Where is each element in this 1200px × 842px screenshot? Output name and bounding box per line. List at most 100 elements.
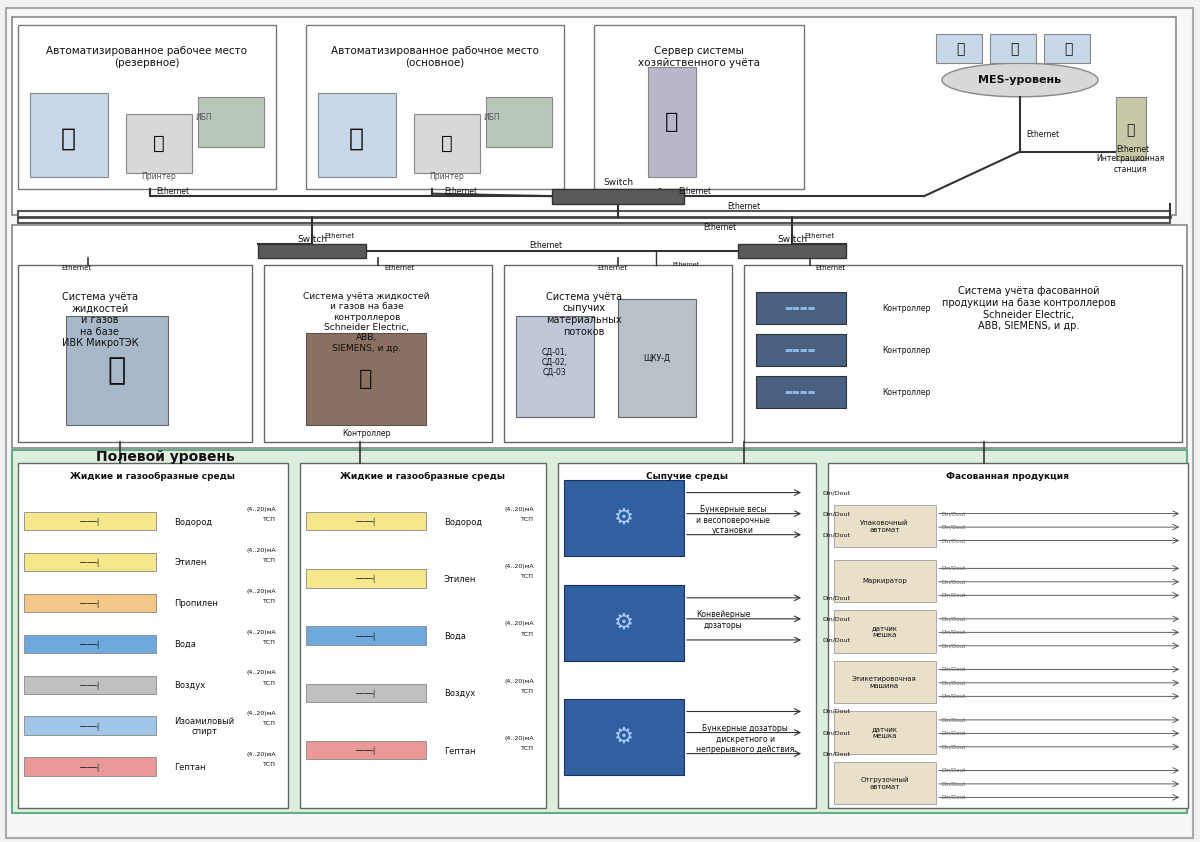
Text: Ethernet: Ethernet [727, 202, 761, 210]
Text: Маркиратор: Маркиратор [862, 578, 907, 584]
FancyBboxPatch shape [12, 450, 1187, 813]
Text: Din/Dout: Din/Dout [942, 525, 966, 530]
Text: Din/Dout: Din/Dout [942, 579, 966, 584]
Text: Din/Dout: Din/Dout [822, 730, 850, 735]
FancyBboxPatch shape [126, 114, 192, 173]
FancyBboxPatch shape [24, 594, 156, 612]
Text: ТСП: ТСП [263, 762, 276, 767]
FancyBboxPatch shape [564, 480, 684, 556]
Text: ────┤: ────┤ [79, 518, 101, 526]
Text: Ethernet: Ethernet [1026, 131, 1060, 139]
Text: ТСП: ТСП [263, 680, 276, 685]
Text: Din/Dout: Din/Dout [942, 744, 966, 749]
Text: Автоматизированное рабочное место
(основное): Автоматизированное рабочное место (основ… [331, 46, 539, 68]
Text: ────┤: ────┤ [355, 690, 377, 698]
FancyBboxPatch shape [738, 244, 846, 258]
Text: (4..20)мА: (4..20)мА [504, 621, 534, 626]
Text: ТСП: ТСП [263, 599, 276, 604]
Text: Принтер: Принтер [430, 173, 463, 181]
Text: Этикетировочная
машина: Этикетировочная машина [852, 675, 917, 689]
Text: (4..20)мА: (4..20)мА [246, 507, 276, 512]
FancyBboxPatch shape [66, 316, 168, 425]
Text: СД-01,
СД-02,
СД-03: СД-01, СД-02, СД-03 [541, 347, 568, 377]
Text: Упаковочный
автомат: Упаковочный автомат [860, 520, 908, 533]
Text: Этилен: Этилен [444, 575, 476, 584]
FancyBboxPatch shape [834, 762, 936, 804]
Text: Принтер: Принтер [142, 173, 175, 181]
Text: Вода: Вода [174, 640, 196, 649]
Text: Фасованная продукция: Фасованная продукция [947, 472, 1069, 481]
FancyBboxPatch shape [744, 265, 1182, 442]
Text: ────┤: ────┤ [355, 632, 377, 641]
Text: Этилен: Этилен [174, 558, 206, 568]
Text: ────┤: ────┤ [355, 518, 377, 526]
Text: 📟: 📟 [1127, 124, 1134, 137]
FancyBboxPatch shape [24, 512, 156, 530]
Text: Система учёта
жидкостей
и газов
на базе
ИВК МикроТЭК: Система учёта жидкостей и газов на базе … [61, 292, 138, 348]
Text: Din/Dout: Din/Dout [942, 593, 966, 598]
FancyBboxPatch shape [12, 17, 1176, 215]
Text: ────┤: ────┤ [79, 641, 101, 649]
Text: Водород: Водород [444, 518, 482, 526]
FancyBboxPatch shape [6, 8, 1193, 838]
Text: ТСП: ТСП [263, 722, 276, 727]
Text: Бункерные дозаторы
дискретного и
непрерывного действия: Бункерные дозаторы дискретного и непреры… [696, 724, 794, 754]
FancyBboxPatch shape [618, 299, 696, 417]
Text: Din/Dout: Din/Dout [942, 511, 966, 516]
Text: Din/Dout: Din/Dout [942, 781, 966, 786]
Text: Ethernet: Ethernet [444, 188, 478, 196]
FancyBboxPatch shape [756, 334, 846, 366]
FancyBboxPatch shape [834, 560, 936, 602]
Text: (4..20)мА: (4..20)мА [246, 711, 276, 717]
Text: Ethernet: Ethernet [804, 232, 834, 239]
Text: Din/Dout: Din/Dout [942, 566, 966, 571]
Text: (4..20)мА: (4..20)мА [246, 630, 276, 635]
Text: (4..20)мА: (4..20)мА [504, 679, 534, 684]
Text: Ethernet: Ethernet [596, 264, 628, 271]
Text: 🖥: 🖥 [61, 127, 76, 151]
Text: ТСП: ТСП [521, 746, 534, 751]
FancyBboxPatch shape [24, 635, 156, 653]
Text: ИБП: ИБП [484, 114, 500, 122]
Text: Гептан: Гептан [174, 763, 205, 772]
Text: Интеграционная
станция: Интеграционная станция [1097, 154, 1164, 174]
Text: ТСП: ТСП [263, 640, 276, 645]
FancyBboxPatch shape [834, 661, 936, 703]
FancyBboxPatch shape [306, 626, 426, 645]
FancyBboxPatch shape [306, 25, 564, 189]
Ellipse shape [942, 63, 1098, 97]
Text: 📦: 📦 [107, 356, 126, 385]
Text: ТСП: ТСП [521, 517, 534, 522]
Text: ────┤: ────┤ [79, 559, 101, 568]
Text: ────┤: ────┤ [355, 575, 377, 584]
FancyBboxPatch shape [990, 34, 1036, 63]
Text: 🖥: 🖥 [1064, 42, 1072, 56]
FancyBboxPatch shape [414, 114, 480, 173]
Text: ТСП: ТСП [263, 558, 276, 563]
Text: Сыпучие среды: Сыпучие среды [646, 472, 728, 481]
Text: Din/Dout: Din/Dout [942, 630, 966, 635]
FancyBboxPatch shape [198, 97, 264, 147]
FancyBboxPatch shape [18, 25, 276, 189]
Text: Контроллер: Контроллер [882, 346, 930, 354]
Text: Полевой уровень: Полевой уровень [96, 450, 235, 464]
Text: Din/Dout: Din/Dout [822, 637, 850, 642]
Text: ⚙: ⚙ [614, 613, 634, 633]
FancyBboxPatch shape [1116, 97, 1146, 160]
FancyBboxPatch shape [564, 699, 684, 775]
Text: Система учёта
сыпучих
материальных
потоков: Система учёта сыпучих материальных поток… [546, 292, 622, 337]
Text: Din/Dout: Din/Dout [942, 694, 966, 699]
FancyBboxPatch shape [12, 225, 1187, 448]
Text: (4..20)мА: (4..20)мА [504, 507, 534, 512]
Text: Жидкие и газообразные среды: Жидкие и газообразные среды [71, 472, 235, 481]
FancyBboxPatch shape [756, 292, 846, 324]
Text: Din/Dout: Din/Dout [942, 768, 966, 773]
Text: Ethernet: Ethernet [703, 223, 737, 232]
Text: Водород: Водород [174, 518, 212, 526]
Text: 🖨: 🖨 [152, 134, 164, 152]
Text: (4..20)мА: (4..20)мА [246, 752, 276, 757]
Text: Ethernet: Ethernet [384, 264, 414, 271]
Text: Ethernet: Ethernet [678, 188, 712, 196]
Text: 🖨: 🖨 [440, 134, 452, 152]
Text: Ethernet: Ethernet [324, 232, 354, 239]
